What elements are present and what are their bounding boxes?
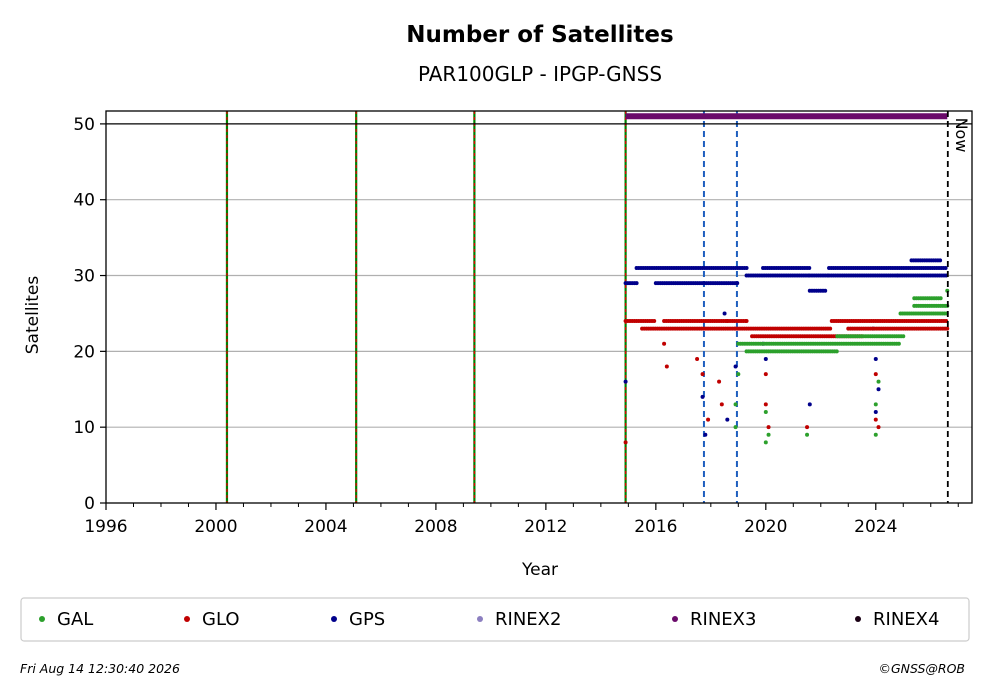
legend-label-rinex2: RINEX2: [495, 609, 561, 630]
x-tick-label: 2024: [854, 517, 897, 537]
data-point: [873, 356, 878, 361]
data-point: [873, 372, 878, 377]
data-point: [943, 265, 948, 270]
data-point: [733, 425, 738, 430]
chart-title: Number of Satellites: [406, 22, 673, 48]
data-point: [876, 387, 881, 392]
data-point: [719, 402, 724, 407]
data-point: [664, 364, 669, 369]
plot-frame: [105, 110, 973, 504]
data-point: [735, 281, 740, 286]
data-point: [763, 356, 768, 361]
legend-marker-rinex2: [477, 616, 483, 622]
series-glo: [623, 319, 950, 445]
legend-box: [20, 597, 970, 642]
y-tick-label: 20: [73, 342, 95, 362]
data-point: [725, 319, 730, 324]
data-point: [744, 265, 749, 270]
series-gal: [733, 288, 950, 445]
x-tick-label: 2012: [524, 517, 567, 537]
y-tick-label: 40: [73, 191, 95, 211]
chart-subtitle: PAR100GLP - IPGP-GNSS: [418, 62, 662, 86]
reference-lines: [106, 111, 972, 503]
x-tick-label: 2000: [194, 517, 237, 537]
data-point: [695, 356, 700, 361]
y-axis-label: Satellites: [23, 276, 43, 355]
x-tick-label: 2004: [304, 517, 347, 537]
x-tick-label: 2020: [744, 517, 787, 537]
data-point: [945, 326, 950, 331]
data-point: [873, 417, 878, 422]
data-point: [662, 341, 667, 346]
data-point: [805, 425, 810, 430]
y-tick-label: 0: [84, 494, 95, 514]
data-point: [700, 394, 705, 399]
data-point: [733, 364, 738, 369]
data-point: [763, 372, 768, 377]
event-lines: [225, 111, 738, 503]
data-point: [834, 349, 839, 354]
footer-timestamp: Fri Aug 14 12:30:40 2026: [20, 661, 180, 676]
data-point: [766, 432, 771, 437]
data-point: [706, 417, 711, 422]
data-point: [634, 281, 639, 286]
legend-marker-glo: [184, 616, 190, 622]
data-point: [766, 425, 771, 430]
grid-lines: [106, 199, 972, 428]
data-point: [873, 432, 878, 437]
data-point: [805, 432, 810, 437]
x-axis-ticks: 1996 2000 2004 2008 2012 2016 2020 2024: [84, 503, 959, 537]
data-point: [873, 410, 878, 415]
data-point: [725, 417, 730, 422]
footer-credit: ©GNSS@ROB: [878, 661, 965, 676]
data-point: [744, 319, 749, 324]
data-point: [763, 402, 768, 407]
data-point: [807, 402, 812, 407]
data-point: [722, 311, 727, 316]
legend-marker-rinex4: [855, 616, 861, 622]
data-point: [623, 440, 628, 445]
y-axis-ticks: 0 10 20 30 40 50: [73, 115, 106, 514]
data-point: [717, 379, 722, 384]
x-axis-label: Year: [521, 560, 558, 580]
now-label: Now: [952, 118, 971, 153]
data-point: [807, 265, 812, 270]
data-series: [623, 113, 950, 445]
data-point: [938, 296, 943, 301]
data-point: [828, 326, 833, 331]
legend-label-gal: GAL: [57, 609, 93, 630]
data-point: [623, 379, 628, 384]
data-point: [938, 258, 943, 263]
legend-label-rinex3: RINEX3: [690, 609, 756, 630]
data-point: [876, 379, 881, 384]
data-point: [896, 341, 901, 346]
data-point: [652, 319, 657, 324]
legend-label-gps: GPS: [349, 609, 385, 630]
data-point: [703, 432, 708, 437]
legend-marker-rinex3: [672, 616, 678, 622]
data-point: [763, 440, 768, 445]
x-tick-label: 2016: [634, 517, 677, 537]
data-point: [823, 288, 828, 293]
y-tick-label: 50: [73, 115, 95, 135]
data-point: [736, 372, 741, 377]
legend: GAL GLO GPS RINEX2 RINEX3 RINEX4: [39, 609, 939, 630]
legend-marker-gps: [331, 616, 337, 622]
legend-label-glo: GLO: [202, 609, 240, 630]
series-gps: [623, 258, 949, 437]
data-point: [733, 402, 738, 407]
data-point: [763, 410, 768, 415]
data-point: [700, 372, 705, 377]
x-tick-label: 2008: [414, 517, 457, 537]
data-point: [876, 425, 881, 430]
x-tick-label: 1996: [84, 517, 127, 537]
legend-label-rinex4: RINEX4: [873, 609, 939, 630]
legend-marker-gal: [39, 616, 45, 622]
y-tick-label: 10: [73, 418, 95, 438]
data-point: [901, 334, 906, 339]
data-point: [873, 402, 878, 407]
y-tick-label: 30: [73, 267, 95, 287]
